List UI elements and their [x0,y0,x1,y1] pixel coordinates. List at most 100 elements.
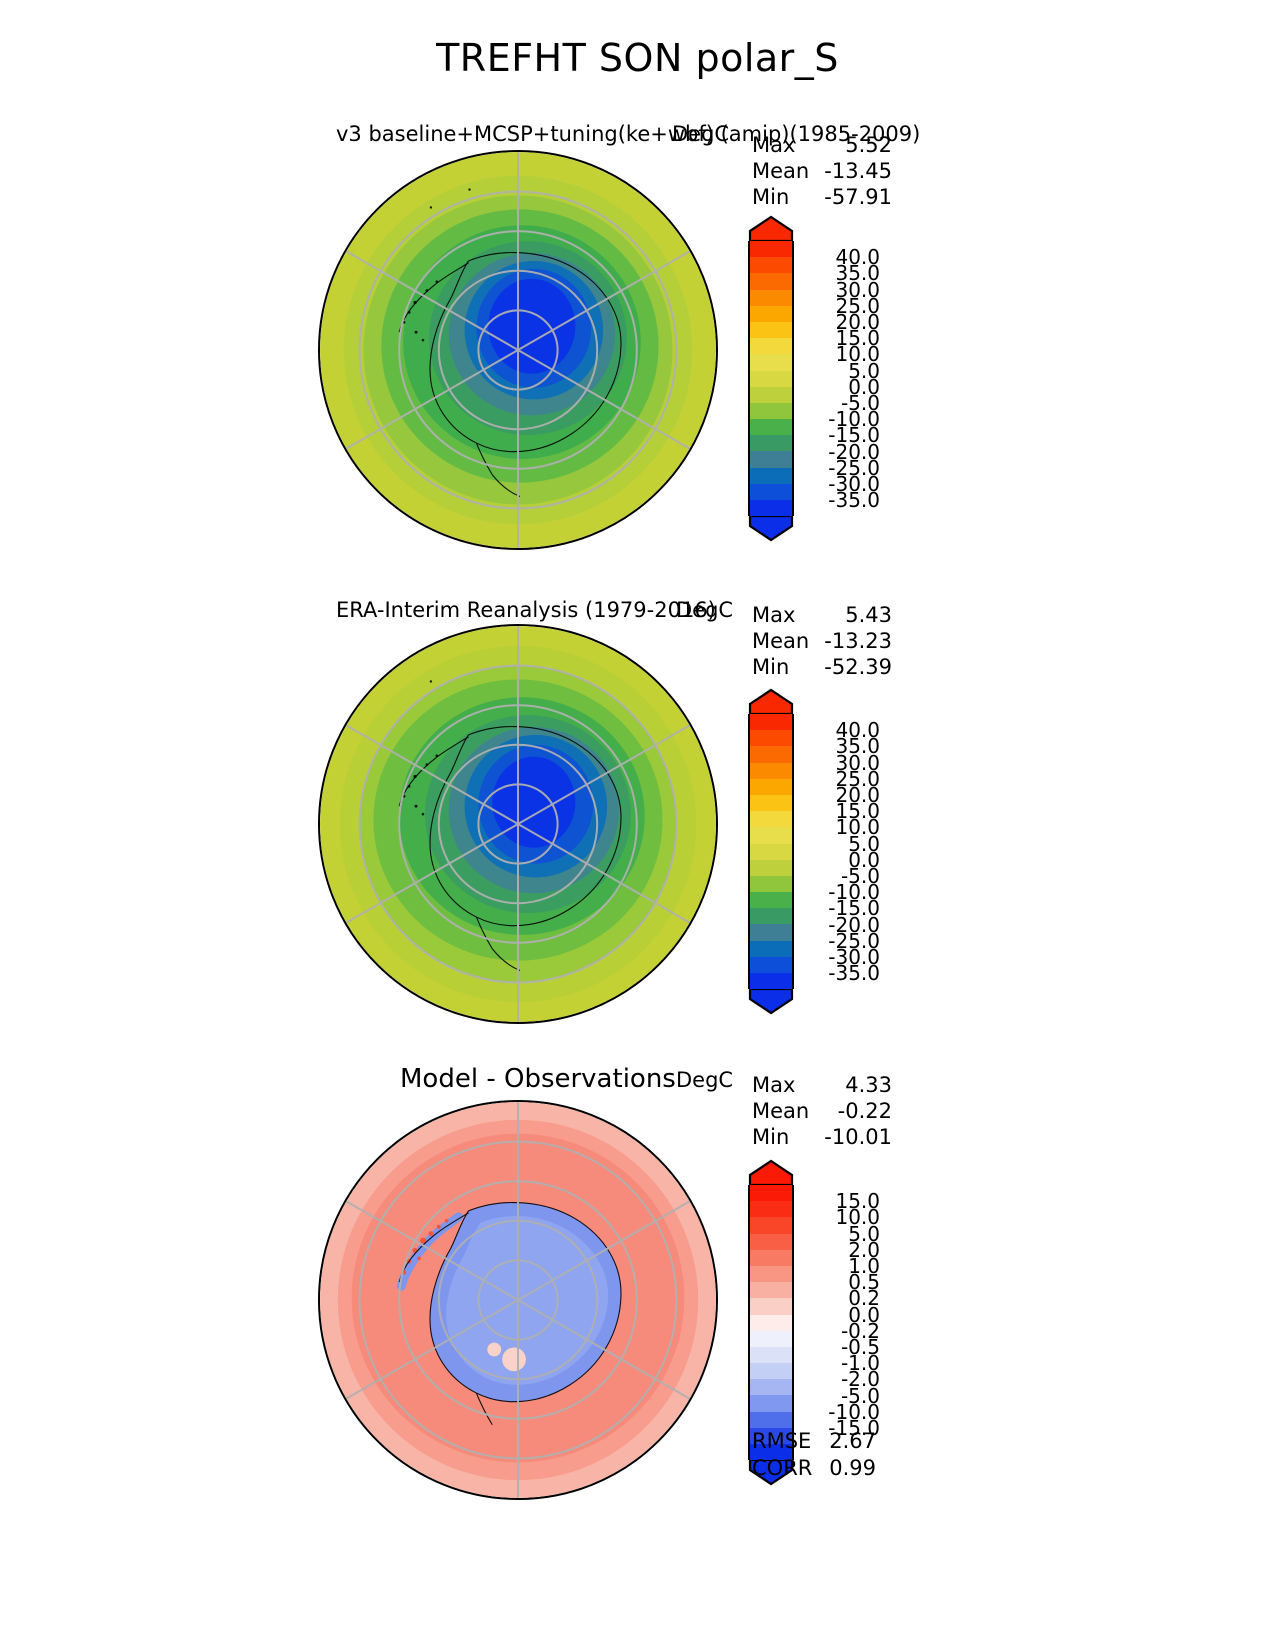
colorbar-segment [750,714,792,731]
colorbar-tick-label: -1.0 [840,1351,880,1376]
panel-title-model: v3 baseline+MCSP+tuning(ke+wbf) (amip)(1… [336,122,921,146]
colorbar-segment [750,746,792,763]
panel-units-observations: DegC [676,598,734,622]
colorbar-segment [750,338,792,355]
colorbar-body [748,241,794,517]
colorbar-segment [750,1265,792,1283]
colorbar-tick-label: -25.0 [828,928,880,953]
stat-value: -13.23 [824,629,892,653]
colorbar-strip [748,215,794,542]
colorbar-segment [750,1346,792,1364]
colorbar-segment [750,1185,792,1202]
colorbar-segment [750,956,792,973]
colorbar-segment [750,402,792,420]
colorbar-top-cap [748,688,794,714]
colorbar-ticklabels: 40.0 35.0 30.0 25.0 20.0 15.0 10.0 5.0 0.0 -5.0 -1… [804,688,914,1015]
colorbar-tick-label: 40.0 [835,718,880,743]
colorbar-tick-label: -10.0 [828,407,880,432]
colorbar-top-cap [748,1159,794,1185]
colorbar-tick-label: -35.0 [828,488,880,513]
colorbar-segment [750,1217,792,1234]
footer-stats: RMSE 2.67 CORR 0.99 [752,1428,876,1482]
colorbar-tick-label: 25.0 [835,293,880,318]
colorbar-segment [750,1201,792,1218]
colorbar-tick-label: 25.0 [835,766,880,791]
map-svg [320,152,716,548]
stat-row: Max 4.33 [752,1072,892,1098]
colorbar-tick-label: -0.5 [840,1335,880,1359]
colorbar-tick-label: 10.0 [835,1205,880,1230]
colorbar-segment [750,1282,792,1299]
stat-value: -0.22 [837,1099,892,1123]
colorbar-segment [750,1233,792,1250]
footer-stat-row: RMSE 2.67 [752,1428,876,1455]
stat-label: Max [752,603,796,627]
colorbar-tick-label: 5.0 [848,1221,880,1246]
colorbar-segment [750,1444,792,1461]
colorbar-segment [750,1298,792,1315]
stat-row: Min -57.91 [752,184,892,210]
colorbar-tick-label: -15.0 [828,423,880,448]
colorbar-tick-label: 5.0 [848,831,880,856]
colorbar-segment [750,859,792,876]
stat-value: 5.52 [845,133,892,157]
colorbar-segment [750,811,792,828]
colorbar-segment [750,370,792,387]
polar-map-model [318,150,718,550]
colorbar-body [748,714,794,990]
colorbar-segment [750,257,792,274]
colorbar-tick-label: -15.0 [828,896,880,921]
colorbar-segment [750,451,792,468]
colorbar-tick-label: -30.0 [828,472,880,496]
globe-disc [318,150,718,550]
colorbar-segment [750,1330,792,1347]
colorbar-tick-label: 1.0 [848,1254,880,1278]
colorbar-tick-label: -5.0 [840,391,880,415]
colorbar-tick-label: 2.0 [848,1237,880,1262]
colorbar-segment [750,1411,792,1428]
colorbar-segment [750,289,792,306]
footer-stat-label: CORR [752,1456,813,1480]
colorbar-body [748,1185,794,1461]
stat-row: Min -52.39 [752,654,892,680]
colorbar-segment [750,892,792,909]
stat-row: Mean -0.22 [752,1098,892,1124]
colorbar-segment [750,908,792,925]
map-svg [320,1102,716,1498]
colorbar-segment [750,321,792,339]
colorbar-strip [748,1159,794,1486]
footer-stat-value: 0.99 [829,1456,876,1480]
panel-title-observations: ERA-Interim Reanalysis (1979-2016) [336,598,716,622]
colorbar-tick-label: 5.0 [848,358,880,383]
colorbar-segment [750,354,792,371]
colorbar-segment [750,483,792,500]
colorbar-strip [748,688,794,1015]
panel-units-difference: DegC [676,1068,734,1092]
colorbar-segment [750,924,792,941]
stat-label: Min [752,1125,790,1149]
colorbar-segment [750,1249,792,1266]
colorbar-tick-label: 10.0 [835,342,880,367]
colorbar-segment [750,1395,792,1412]
footer-stat-label: RMSE [752,1429,812,1453]
stats-block-observations: Max 5.43 Mean -13.23 Min -52.39 [752,602,892,680]
colorbar-tick-label: 35.0 [835,261,880,286]
colorbar-tick-label: -20.0 [828,439,880,464]
colorbar-tick-label: -10.0 [828,880,880,905]
stats-block-difference: Max 4.33 Mean -0.22 Min -10.01 [752,1072,892,1150]
colorbar-segment [750,386,792,403]
footer-stat-value: 2.67 [829,1429,876,1453]
colorbar-tick-label: 15.0 [835,799,880,824]
colorbar-tick-label: 30.0 [835,750,880,775]
colorbar-tick-label: 30.0 [835,277,880,302]
stat-label: Max [752,1073,796,1097]
colorbar-segment [750,1379,792,1396]
colorbar-tick-label: -2.0 [840,1367,880,1392]
stat-label: Min [752,185,790,209]
colorbar-segment [750,778,792,795]
footer-stat-row: CORR 0.99 [752,1455,876,1482]
stat-label: Min [752,655,790,679]
colorbar-segment [750,1363,792,1380]
stat-value: 5.43 [845,603,892,627]
page-title: TREFHT SON polar_S [436,36,839,80]
